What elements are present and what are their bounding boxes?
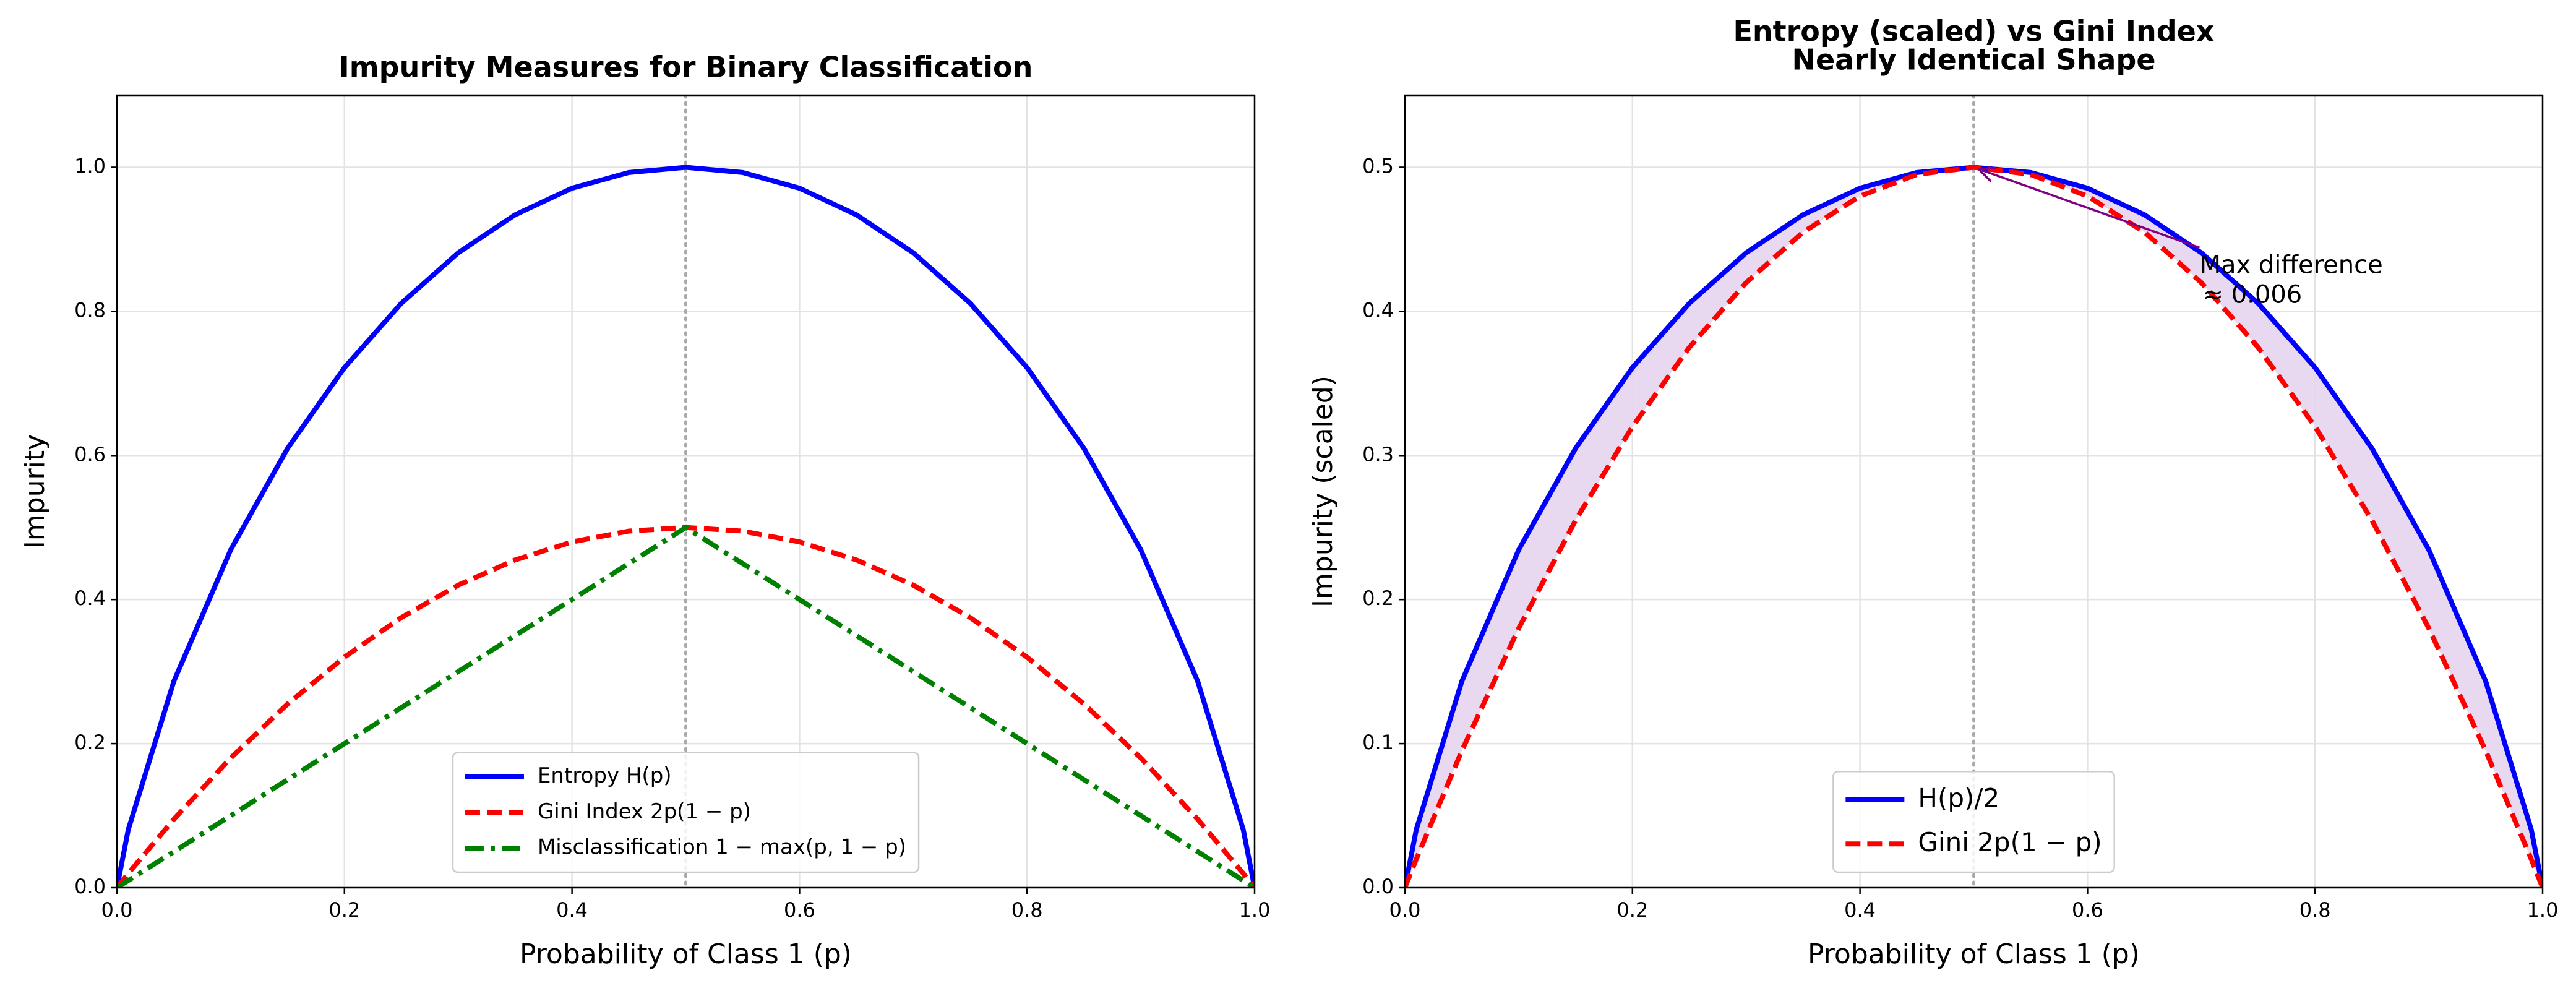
legend-label: Gini 2p(1 − p) bbox=[1918, 827, 2102, 857]
legend-label: Gini Index 2p(1 − p) bbox=[538, 799, 751, 824]
x-tick-label: 1.0 bbox=[1239, 898, 1271, 922]
y-tick-label: 0.0 bbox=[74, 875, 106, 898]
legend: H(p)/2 Gini 2p(1 − p) bbox=[1832, 770, 2115, 873]
y-axis-label: Impurity bbox=[19, 434, 51, 549]
y-tick-label: 0.4 bbox=[1362, 298, 1394, 322]
y-tick-label: 0.2 bbox=[1362, 586, 1394, 610]
x-tick-label: 0.0 bbox=[101, 898, 133, 922]
legend-box bbox=[452, 752, 920, 873]
y-axis-label: Impurity (scaled) bbox=[1307, 375, 1339, 607]
annotation-arrowhead bbox=[1978, 166, 1996, 182]
annotation-text: ≈ 0.006 bbox=[2203, 280, 2303, 309]
x-tick-label: 0.8 bbox=[2299, 898, 2331, 922]
chart-title: Entropy (scaled) vs Gini Index bbox=[1733, 15, 2214, 48]
axes-frame bbox=[1404, 94, 2544, 889]
legend: Entropy H(p) Gini Index 2p(1 − p) Misclass… bbox=[452, 752, 920, 873]
legend-label: Misclassification 1 − max(p, 1 − p) bbox=[538, 835, 906, 860]
y-tick-label: 0.5 bbox=[1362, 154, 1394, 178]
series-line bbox=[117, 525, 1255, 888]
x-tick-label: 0.2 bbox=[328, 898, 360, 922]
legend-label: Entropy H(p) bbox=[538, 763, 672, 788]
y-tick-label: 0.8 bbox=[74, 298, 106, 322]
y-tick-label: 0.3 bbox=[1362, 442, 1394, 466]
series-line bbox=[1405, 165, 2543, 888]
x-tick-label: 1.0 bbox=[2527, 898, 2559, 922]
x-axis-label: Probability of Class 1 (p) bbox=[520, 938, 852, 970]
y-tick-label: 0.1 bbox=[1362, 731, 1394, 754]
legend-label: H(p)/2 bbox=[1918, 783, 1999, 813]
chart-title: Nearly Identical Shape bbox=[1792, 43, 2155, 77]
y-tick-label: 0.4 bbox=[74, 586, 106, 610]
chart-panel: 0.0 0.2 0.4 0.6 0.8 1.0 0.0 0.1 0.2 0.3 0.4 0.5 Entr… bbox=[1307, 15, 2558, 971]
chart-title: Impurity Measures for Binary Classificat… bbox=[339, 51, 1033, 84]
annotation-text: Max difference bbox=[2200, 251, 2383, 279]
y-tick-label: 0.6 bbox=[74, 442, 106, 466]
x-tick-label: 0.4 bbox=[1844, 898, 1876, 922]
x-tick-label: 0.8 bbox=[1011, 898, 1043, 922]
x-tick-label: 0.6 bbox=[784, 898, 815, 922]
y-tick-label: 0.0 bbox=[1362, 875, 1394, 898]
chart-panel: 0.0 0.2 0.4 0.6 0.8 1.0 0.0 0.2 0.4 0.6 0.8 1.0 Impu… bbox=[19, 51, 1270, 971]
x-tick-label: 0.4 bbox=[556, 898, 588, 922]
x-tick-label: 0.2 bbox=[1616, 898, 1648, 922]
x-tick-label: 0.6 bbox=[2072, 898, 2103, 922]
annotation-arrow bbox=[1981, 169, 2200, 249]
axes-frame bbox=[116, 94, 1256, 889]
x-tick-label: 0.0 bbox=[1389, 898, 1421, 922]
series-line bbox=[117, 165, 1255, 888]
y-tick-label: 0.2 bbox=[74, 731, 106, 754]
plot-area bbox=[1405, 95, 2543, 888]
y-tick-label: 1.0 bbox=[74, 154, 106, 178]
x-axis-label: Probability of Class 1 (p) bbox=[1808, 938, 2140, 970]
legend-box bbox=[1832, 770, 2115, 873]
